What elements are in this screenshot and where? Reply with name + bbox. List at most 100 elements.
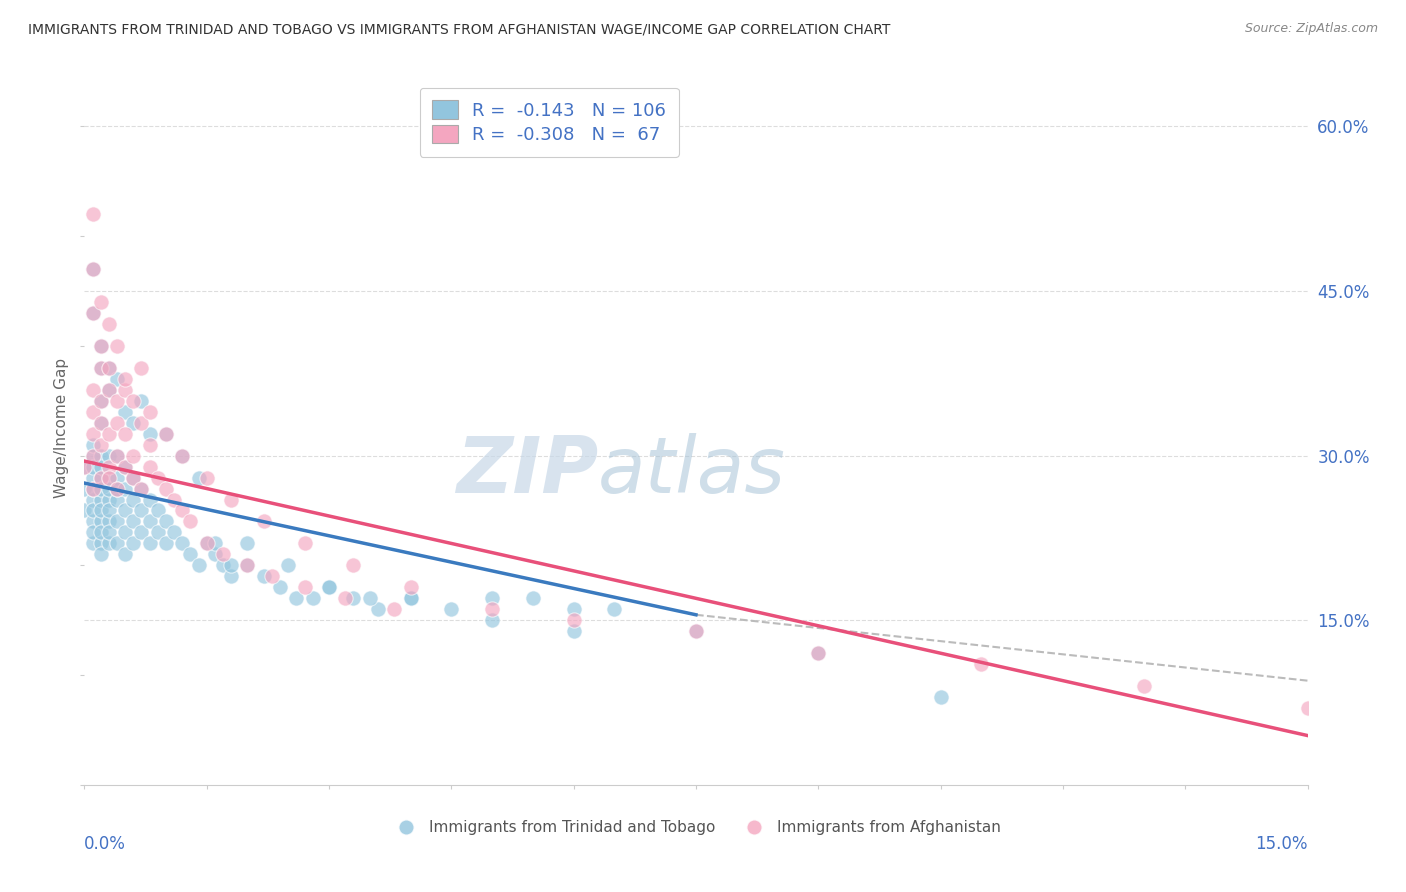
Point — [90, 482, 112, 496]
Point — [172, 536, 194, 550]
Legend: Immigrants from Trinidad and Tobago, Immigrants from Afghanistan: Immigrants from Trinidad and Tobago, Imm… — [385, 814, 1007, 841]
Point — [285, 591, 308, 606]
Point — [146, 525, 169, 540]
Point — [685, 624, 707, 639]
Point — [562, 624, 585, 639]
Point — [163, 492, 186, 507]
Point — [212, 548, 235, 562]
Point — [97, 383, 120, 397]
Point — [318, 580, 340, 594]
Text: ZIP: ZIP — [456, 433, 598, 509]
Point — [82, 459, 104, 474]
Point — [97, 482, 120, 496]
Point — [122, 492, 145, 507]
Point — [172, 449, 194, 463]
Point — [90, 437, 112, 451]
Point — [82, 492, 104, 507]
Point — [481, 591, 503, 606]
Text: 0.0%: 0.0% — [84, 835, 127, 853]
Point — [172, 449, 194, 463]
Point — [253, 569, 276, 583]
Point — [97, 536, 120, 550]
Point — [131, 482, 153, 496]
Point — [114, 405, 136, 419]
Point — [1296, 701, 1319, 715]
Point — [260, 569, 283, 583]
Point — [105, 372, 128, 386]
Point — [172, 503, 194, 517]
Point — [187, 558, 209, 573]
Point — [90, 393, 112, 408]
Point — [105, 482, 128, 496]
Point — [253, 515, 276, 529]
Point — [131, 482, 153, 496]
Point — [82, 426, 104, 441]
Point — [105, 492, 128, 507]
Point — [138, 459, 160, 474]
Point — [97, 470, 120, 484]
Point — [122, 470, 145, 484]
Point — [138, 437, 160, 451]
Point — [114, 503, 136, 517]
Point — [97, 317, 120, 331]
Point — [970, 657, 993, 672]
Point — [929, 690, 952, 705]
Point — [179, 548, 201, 562]
Point — [562, 602, 585, 616]
Point — [90, 515, 112, 529]
Point — [82, 449, 104, 463]
Point — [155, 482, 177, 496]
Point — [97, 449, 120, 463]
Point — [97, 360, 120, 375]
Point — [138, 405, 160, 419]
Point — [131, 503, 153, 517]
Point — [90, 503, 112, 517]
Point — [122, 416, 145, 430]
Point — [131, 525, 153, 540]
Point — [82, 306, 104, 320]
Point — [236, 558, 259, 573]
Point — [114, 459, 136, 474]
Point — [82, 449, 104, 463]
Point — [481, 602, 503, 616]
Point — [105, 449, 128, 463]
Point — [294, 536, 316, 550]
Point — [90, 470, 112, 484]
Point — [382, 602, 405, 616]
Point — [105, 449, 128, 463]
Point — [97, 503, 120, 517]
Point — [138, 536, 160, 550]
Point — [105, 536, 128, 550]
Y-axis label: Wage/Income Gap: Wage/Income Gap — [53, 358, 69, 499]
Point — [114, 372, 136, 386]
Point — [82, 405, 104, 419]
Point — [97, 525, 120, 540]
Point — [97, 383, 120, 397]
Point — [82, 482, 104, 496]
Point — [138, 515, 160, 529]
Point — [440, 602, 463, 616]
Point — [73, 482, 96, 496]
Point — [122, 515, 145, 529]
Point — [105, 515, 128, 529]
Text: atlas: atlas — [598, 433, 786, 509]
Point — [73, 503, 96, 517]
Point — [90, 294, 112, 309]
Point — [97, 515, 120, 529]
Point — [122, 393, 145, 408]
Point — [318, 580, 340, 594]
Point — [212, 558, 235, 573]
Point — [82, 515, 104, 529]
Point — [269, 580, 291, 594]
Point — [155, 515, 177, 529]
Point — [90, 339, 112, 353]
Point — [90, 393, 112, 408]
Point — [114, 525, 136, 540]
Point — [195, 470, 218, 484]
Point — [685, 624, 707, 639]
Point — [114, 459, 136, 474]
Point — [105, 393, 128, 408]
Text: 15.0%: 15.0% — [1256, 835, 1308, 853]
Point — [204, 536, 226, 550]
Point — [138, 426, 160, 441]
